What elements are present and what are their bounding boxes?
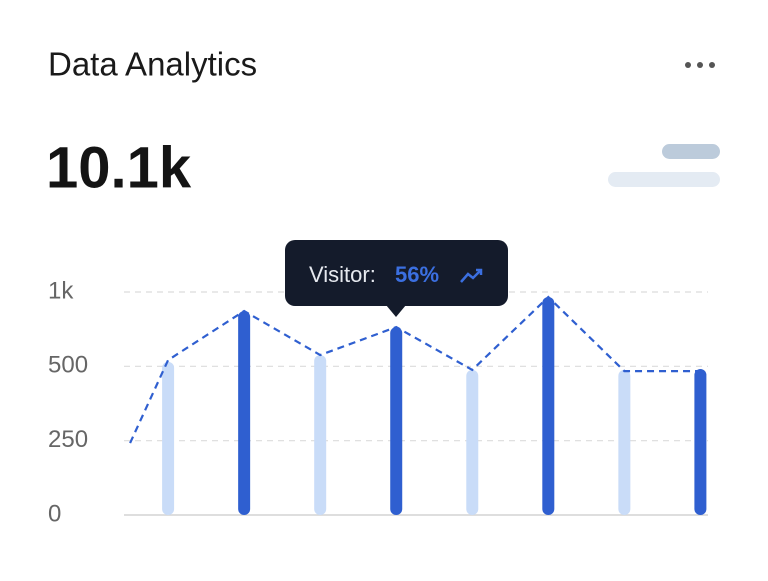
y-tick-label: 500 <box>48 352 88 379</box>
bar <box>238 311 251 515</box>
line <box>129 295 701 444</box>
dot <box>697 62 703 68</box>
menu-button[interactable] <box>685 62 715 68</box>
plot: 0 250 500 1k <box>48 277 708 527</box>
big-number: 10.1k <box>46 135 192 200</box>
bar <box>694 369 707 515</box>
tooltip-label: Visitor: <box>309 262 376 287</box>
dot <box>709 62 715 68</box>
bar <box>390 327 403 515</box>
bar <box>542 297 555 515</box>
y-tick-label: 0 <box>48 500 61 527</box>
trend-icon <box>460 268 483 283</box>
placeholder-pill <box>608 172 720 187</box>
bar <box>314 355 327 515</box>
tooltip-pointer <box>386 305 406 317</box>
bar <box>162 361 175 515</box>
y-tick-label: 250 <box>48 426 88 453</box>
tooltip: Visitor: 56% <box>285 240 508 317</box>
title: Data Analytics <box>48 46 257 83</box>
bar <box>466 369 479 515</box>
tooltip-value: 56% <box>395 262 439 287</box>
y-tick-label: 1k <box>48 277 74 304</box>
bar <box>618 369 631 515</box>
dot <box>685 62 691 68</box>
tooltip-box <box>285 240 508 306</box>
placeholder-pill <box>662 144 720 159</box>
